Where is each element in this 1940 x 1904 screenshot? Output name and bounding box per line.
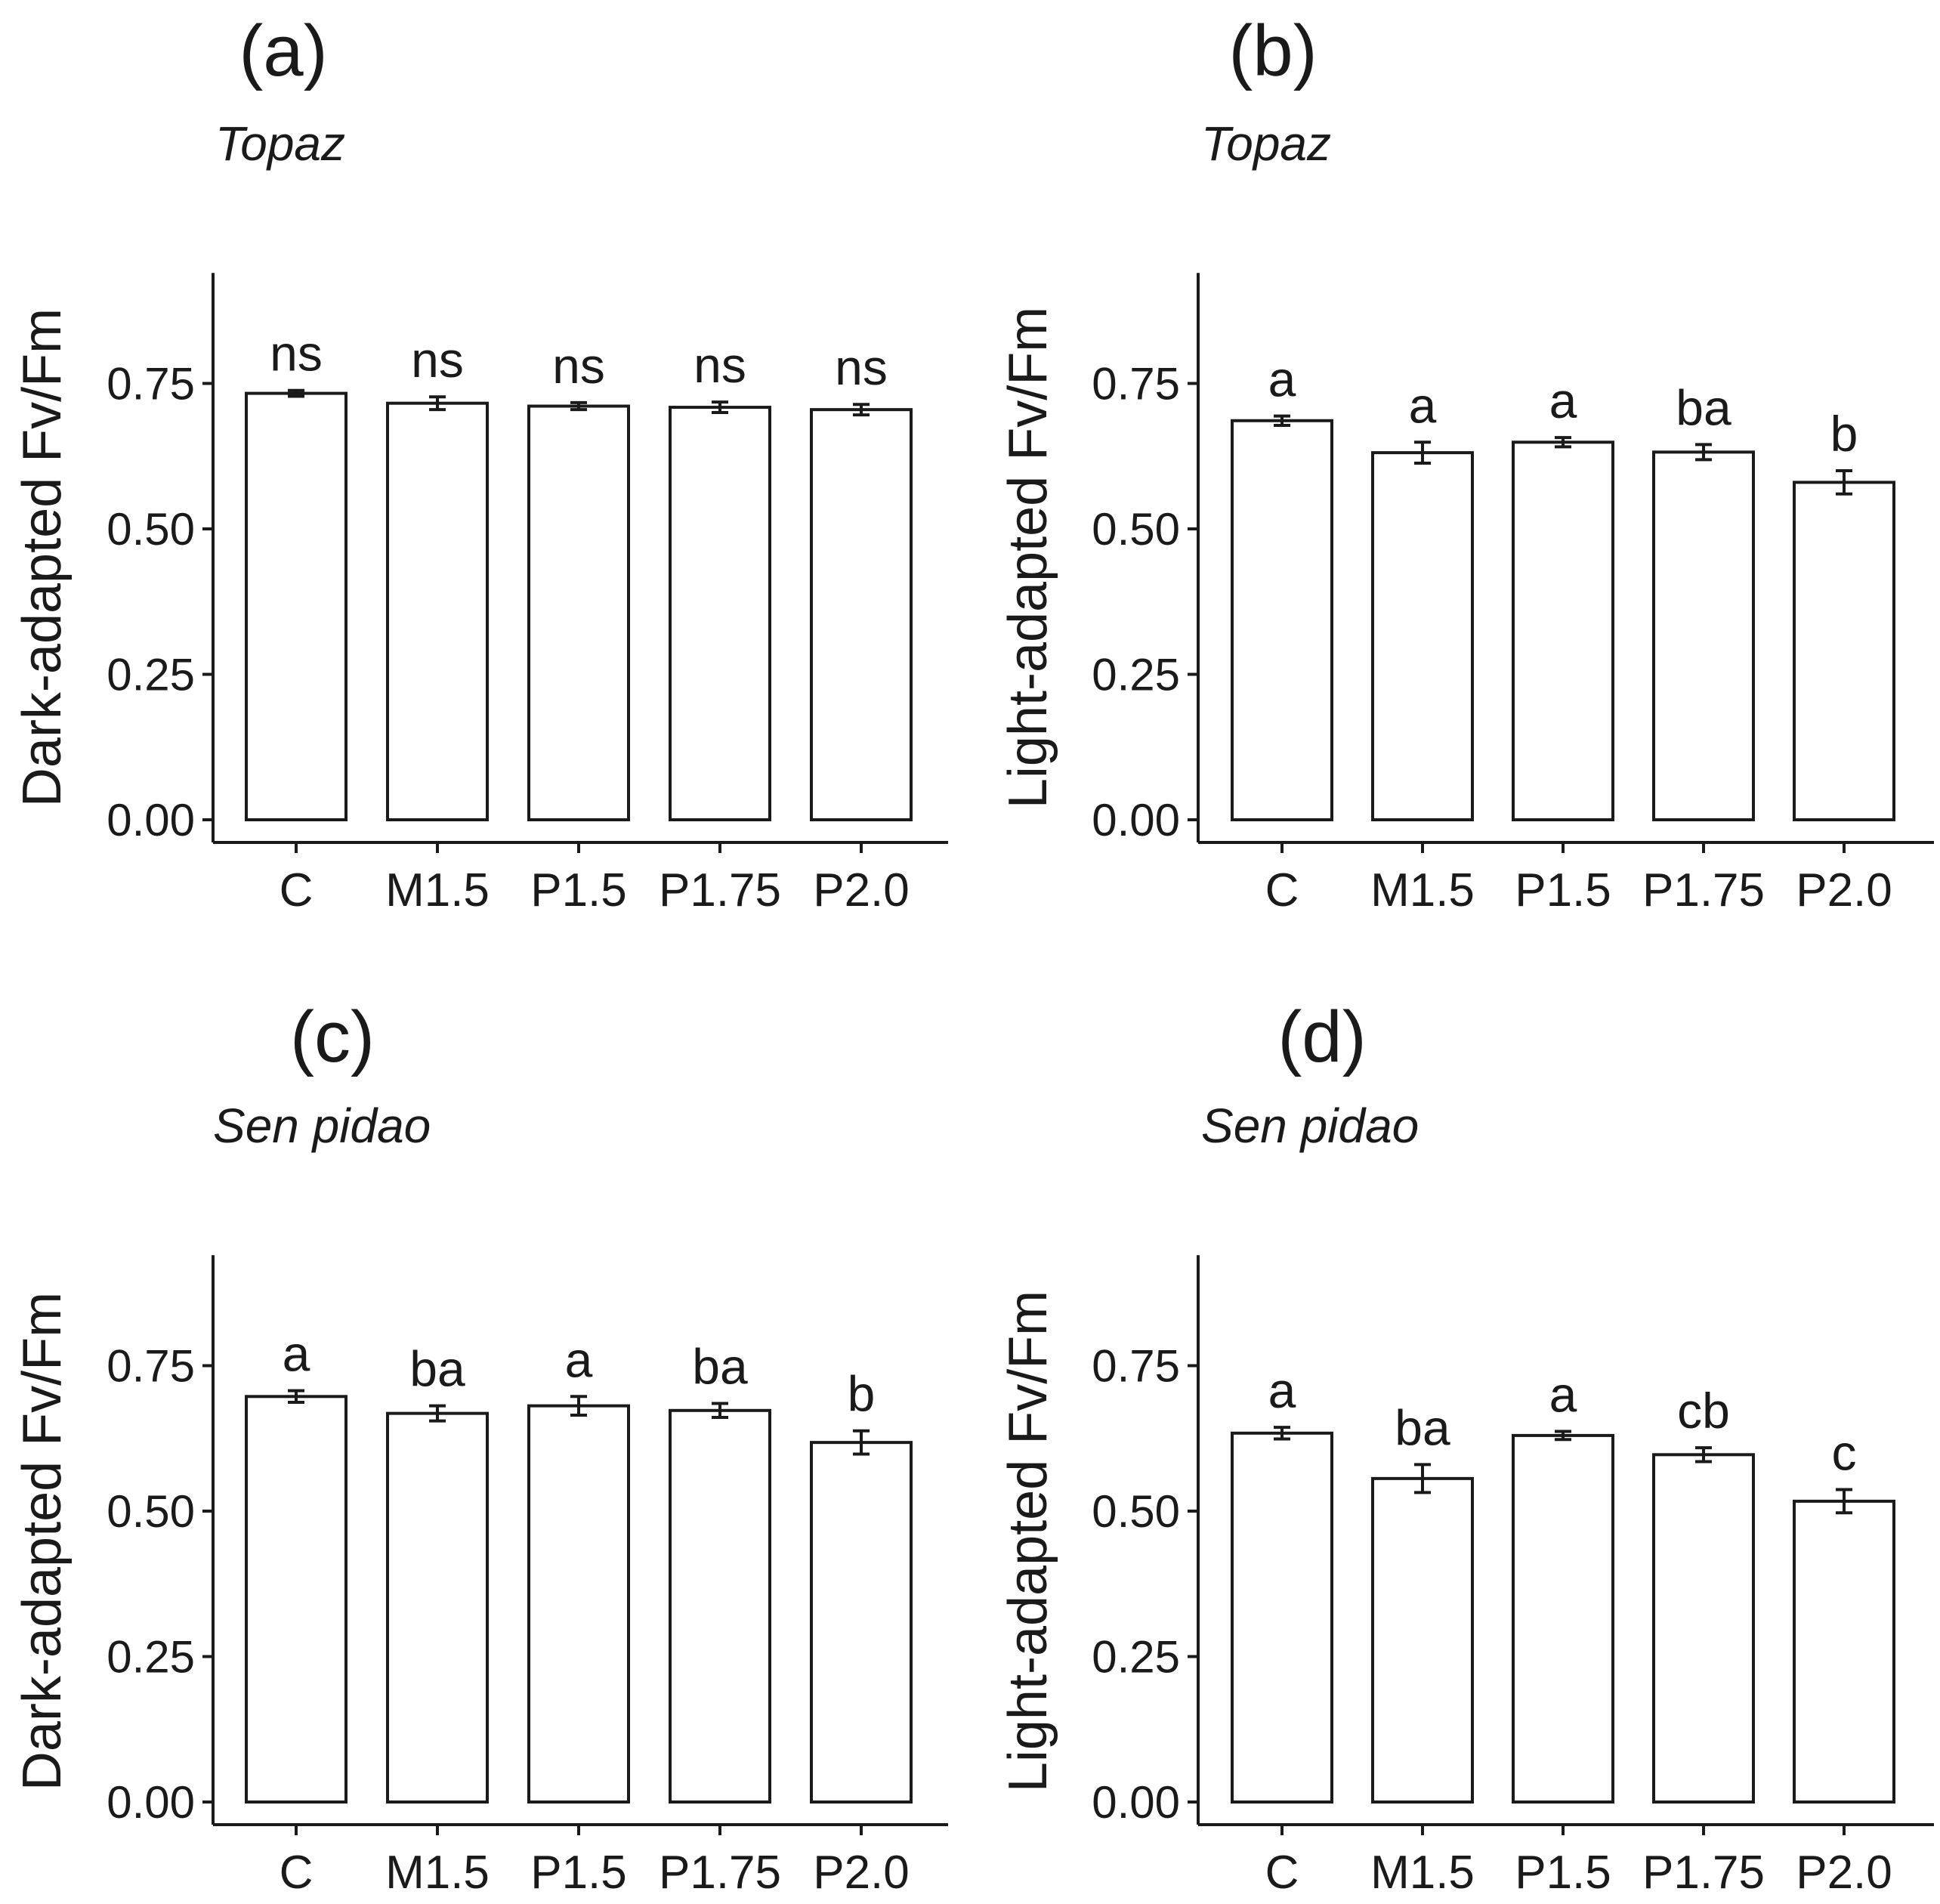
x-tick-label: M1.5 [385,864,490,916]
significance-letter: ba [409,1341,465,1397]
significance-letter: ns [552,338,605,394]
plot-area: 0.00 0.25 0.50 0.75 a Ca M1.5 a P1.5 ba P1.75 b P2.0 [1092,273,1934,916]
x-tick-label: P1.5 [1515,1847,1611,1899]
bar [669,1408,771,1804]
bar [1371,1476,1474,1804]
y-tick-label: 0.00 [107,795,195,845]
bar [1512,1433,1614,1804]
significance-letter: c [1832,1425,1857,1481]
panel-c: (c) Sen pidao Dark-adapted Fv/Fm 0.00 0.2… [12,997,948,1899]
bar [1231,1431,1333,1804]
x-tick-label: P1.75 [1642,1847,1765,1899]
y-tick-label: 0.75 [107,359,195,410]
x-tick-label: C [280,1847,314,1899]
y-tick-label: 0.25 [107,1632,195,1683]
x-tick-label: P2.0 [813,864,910,916]
panel-label: (c) [290,997,375,1077]
y-tick-label: 0.50 [107,504,195,555]
x-tick-label: C [1265,864,1299,916]
panel-title: Sen pidao [213,1099,431,1153]
x-tick-label: P1.75 [659,1847,781,1899]
x-tick-label: C [280,864,314,916]
panel-label: (d) [1277,997,1366,1077]
bar [245,391,348,821]
significance-letter: a [283,1326,310,1382]
y-tick-label: 0.00 [1092,795,1180,845]
bar [1652,1453,1755,1804]
plot-area: 0.00 0.25 0.50 0.75 a Cba M1.5 a P1.5 cb P1.75 c P2.… [1092,1255,1934,1899]
x-tick-label: P1.5 [530,864,627,916]
significance-letter: ba [692,1339,748,1395]
y-tick-label: 0.50 [1092,504,1180,555]
x-tick-label: M1.5 [385,1847,490,1899]
significance-letter: a [1549,372,1577,428]
x-tick-label: P1.5 [1515,864,1611,916]
significance-letter: a [1268,351,1296,407]
y-tick-label: 0.50 [1092,1486,1180,1537]
x-tick-label: P2.0 [1796,864,1892,916]
bar [386,1411,489,1804]
panel-a: (a) Topaz Dark-adapted Fv/Fm 0.00 0.25 0.5… [12,11,948,916]
y-axis-label: Dark-adapted Fv/Fm [12,1292,73,1791]
y-tick-label: 0.50 [107,1486,195,1537]
y-axis-label: Light-adapted Fv/Fm [998,307,1058,808]
x-tick-label: C [1265,1847,1299,1899]
bar [669,406,771,821]
panel-title: Topaz [1201,116,1331,171]
significance-letter: a [1268,1362,1296,1418]
plot-area: 0.00 0.25 0.50 0.75 ns Cns M1.5 ns P1.5 ns P1.75 ns… [107,273,948,916]
significance-letter: a [1549,1367,1577,1423]
significance-letter: ba [1395,1399,1450,1455]
bar [1652,450,1755,821]
significance-letter: ns [835,339,888,395]
significance-letter: ba [1676,379,1731,435]
panel-title: Topaz [215,116,345,171]
significance-letter: b [1830,406,1858,462]
y-tick-label: 0.25 [107,650,195,700]
significance-letter: b [848,1366,876,1422]
y-axis-label: Light-adapted Fv/Fm [998,1290,1058,1792]
y-tick-label: 0.25 [1092,650,1180,700]
significance-letter: ns [411,332,464,388]
significance-letter: ns [694,337,746,393]
y-tick-label: 0.25 [1092,1632,1180,1683]
panel-d: (d) Sen pidao Light-adapted Fv/Fm 0.000.… [998,997,1934,1899]
bar [810,408,913,821]
panel-label: (a) [239,11,327,91]
y-tick-label: 0.75 [1092,1341,1180,1392]
y-tick-label: 0.75 [107,1341,195,1392]
bar [245,1395,348,1804]
bar [386,401,489,821]
panel-b: (b) Topaz Light-adapted Fv/Fm 0.000.250.… [998,11,1934,916]
x-tick-label: P1.5 [530,1847,627,1899]
bar [1793,1499,1895,1804]
significance-letter: ns [270,326,323,382]
bar [1793,481,1895,822]
x-tick-label: M1.5 [1370,864,1475,916]
significance-letter: a [1409,377,1437,433]
y-tick-label: 0.00 [1092,1777,1180,1828]
panel-title: Sen pidao [1201,1099,1419,1153]
y-tick-label: 0.00 [107,1777,195,1828]
y-tick-label: 0.75 [1092,359,1180,410]
bar [1512,440,1614,822]
x-tick-label: P1.75 [659,864,781,916]
panel-label: (b) [1228,11,1317,91]
significance-letter: a [565,1331,593,1387]
y-axis-label: Dark-adapted Fv/Fm [12,308,73,807]
bar [1371,451,1474,821]
bar [527,1404,630,1804]
bar [1231,419,1333,821]
significance-letter: cb [1677,1383,1730,1439]
bar [810,1441,913,1804]
x-tick-label: P2.0 [1796,1847,1892,1899]
plot-area: 0.00 0.25 0.50 0.75 a Cba M1.5 a P1.5 ba P1.75 b P2.… [107,1255,948,1899]
x-tick-label: P1.75 [1642,864,1765,916]
bar [527,404,630,821]
x-tick-label: M1.5 [1370,1847,1475,1899]
x-tick-label: P2.0 [813,1847,910,1899]
